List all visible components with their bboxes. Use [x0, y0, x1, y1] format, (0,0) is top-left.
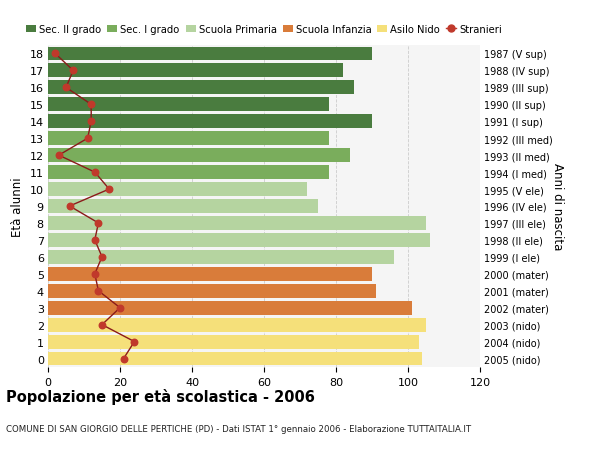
Bar [48, 132, 329, 146]
Point [68, 67, 78, 75]
Point [65, 203, 74, 210]
Point [61, 84, 71, 92]
Bar [48, 301, 412, 315]
Bar [48, 64, 343, 78]
Point [104, 186, 114, 193]
Bar [48, 352, 422, 366]
Point [130, 338, 139, 346]
Bar [48, 200, 318, 213]
Bar [48, 149, 350, 163]
Bar [48, 166, 329, 179]
Bar [48, 250, 394, 264]
Point [90, 237, 100, 244]
Point [115, 304, 125, 312]
Point [97, 321, 107, 329]
Point [97, 254, 107, 261]
Y-axis label: Anni di nascita: Anni di nascita [551, 163, 564, 250]
Point [119, 355, 128, 363]
Point [90, 169, 100, 176]
Bar [48, 47, 372, 62]
Point [86, 118, 96, 126]
Bar [48, 234, 430, 247]
Text: Popolazione per età scolastica - 2006: Popolazione per età scolastica - 2006 [6, 388, 315, 404]
Bar [48, 81, 354, 95]
Point [94, 220, 103, 227]
Point [83, 135, 92, 143]
Bar [48, 318, 426, 332]
Bar [48, 284, 376, 298]
Bar [48, 335, 419, 349]
Point [50, 50, 60, 58]
Bar [48, 115, 372, 129]
Y-axis label: Età alunni: Età alunni [11, 177, 24, 236]
Point [94, 287, 103, 295]
Bar [48, 183, 307, 196]
Point [90, 270, 100, 278]
Legend: Sec. II grado, Sec. I grado, Scuola Primaria, Scuola Infanzia, Asilo Nido, Stran: Sec. II grado, Sec. I grado, Scuola Prim… [26, 24, 502, 34]
Bar [48, 98, 329, 112]
Bar [48, 267, 372, 281]
Point [86, 101, 96, 109]
Text: COMUNE DI SAN GIORGIO DELLE PERTICHE (PD) - Dati ISTAT 1° gennaio 2006 - Elabora: COMUNE DI SAN GIORGIO DELLE PERTICHE (PD… [6, 425, 471, 434]
Bar [48, 217, 426, 230]
Point [54, 152, 64, 159]
